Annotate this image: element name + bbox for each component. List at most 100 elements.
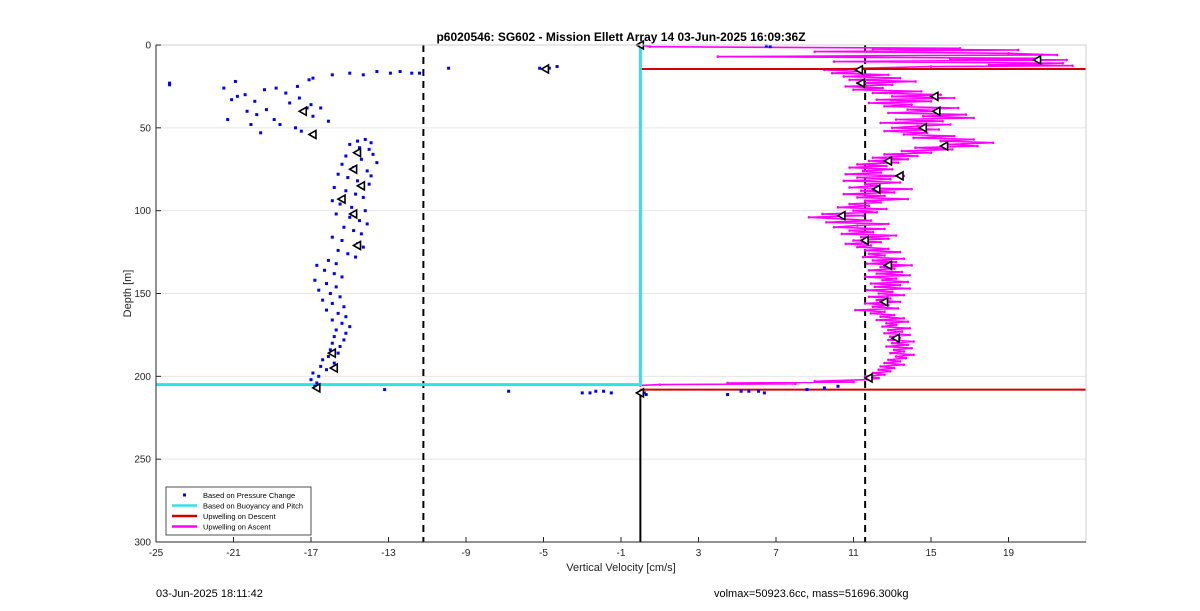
pressure-change-point	[340, 275, 344, 279]
pressure-change-point	[235, 94, 239, 98]
legend-swatch	[183, 493, 186, 497]
pressure-change-point	[309, 103, 313, 107]
pressure-change-point	[344, 331, 348, 335]
upwelling-ascent-point	[902, 317, 906, 320]
upwelling-ascent-point	[883, 310, 886, 314]
pressure-change-point	[354, 192, 358, 196]
pressure-change-point	[768, 45, 772, 49]
pressure-change-point	[326, 354, 330, 358]
pressure-change-point	[259, 131, 263, 135]
upwelling-ascent-point	[892, 267, 896, 270]
upwelling-ascent-point	[842, 192, 846, 196]
pressure-change-point	[344, 189, 348, 193]
upwelling-ascent-point	[648, 45, 652, 48]
upwelling-ascent-point	[856, 196, 859, 199]
legend-label: Upwelling on Descent	[203, 512, 276, 521]
upwelling-ascent-point	[900, 149, 904, 153]
pressure-change-point	[311, 371, 315, 375]
upwelling-ascent-point	[871, 259, 875, 262]
upwelling-ascent-point	[794, 382, 797, 386]
upwelling-ascent-point	[904, 356, 908, 360]
pressure-change-point	[168, 81, 172, 85]
pressure-change-point	[230, 98, 234, 102]
x-tick-label: -1	[617, 548, 626, 559]
pressure-change-point	[299, 129, 303, 133]
pressure-change-point	[594, 389, 598, 393]
pressure-change-point	[375, 161, 379, 165]
upwelling-ascent-point	[883, 104, 886, 108]
upwelling-ascent-point	[863, 249, 867, 252]
upwelling-ascent-point	[854, 308, 857, 312]
pressure-change-point	[222, 86, 226, 90]
upwelling-ascent-point	[813, 50, 817, 53]
upwelling-ascent-point	[869, 312, 873, 315]
pressure-change-point	[363, 209, 367, 213]
upwelling-ascent-point	[883, 194, 886, 198]
pressure-change-point	[340, 321, 344, 325]
pressure-change-point	[264, 108, 268, 112]
upwelling-ascent-point	[863, 275, 867, 279]
upwelling-ascent-point	[892, 366, 896, 370]
y-tick-label: 300	[134, 538, 151, 549]
upwelling-ascent-point	[1016, 48, 1020, 52]
upwelling-ascent-point	[949, 123, 952, 126]
upwelling-ascent-point	[906, 343, 910, 347]
ascent-marker	[859, 235, 869, 246]
pressure-change-point	[383, 388, 387, 392]
pressure-change-point	[340, 162, 344, 166]
upwelling-ascent-point	[879, 240, 882, 244]
upwelling-ascent-point	[856, 245, 859, 249]
upwelling-ascent-point	[875, 98, 879, 101]
pressure-change-point	[418, 71, 421, 75]
upwelling-ascent-point	[889, 297, 892, 300]
pressure-change-point	[338, 345, 342, 349]
upwelling-ascent-point	[894, 355, 898, 358]
upwelling-ascent-point	[859, 189, 863, 193]
upwelling-ascent-point	[863, 182, 867, 186]
pressure-change-point	[249, 123, 253, 127]
ascent-marker	[871, 183, 881, 195]
upwelling-ascent-point	[883, 254, 886, 257]
descent-marker	[539, 63, 550, 75]
upwelling-ascent-point	[852, 88, 855, 92]
upwelling-ascent-point	[908, 333, 911, 337]
pressure-change-point	[555, 65, 559, 69]
x-tick-label: 15	[925, 548, 937, 559]
y-axis-label: Depth [m]	[122, 270, 134, 318]
upwelling-ascent-point	[867, 204, 871, 207]
pressure-change-point	[309, 378, 313, 382]
upwelling-ascent-point	[848, 229, 851, 232]
upwelling-ascent-point	[937, 128, 941, 131]
upwelling-ascent-point	[716, 55, 720, 58]
upwelling-ascent-point	[852, 209, 855, 212]
pressure-change-point	[344, 315, 348, 319]
upwelling-ascent-point	[885, 345, 888, 348]
pressure-change-point	[359, 157, 363, 161]
descent-marker	[351, 147, 362, 159]
upwelling-ascent-point	[869, 282, 873, 285]
pressure-change-point	[336, 172, 340, 176]
pressure-change-point	[348, 142, 352, 146]
chart-title: p6020546: SG602 - Mission Ellett Array 1…	[436, 30, 805, 44]
pressure-change-point	[375, 70, 379, 74]
pressure-change-point	[233, 79, 237, 83]
upwelling-ascent-point	[861, 169, 865, 173]
pressure-change-point	[278, 123, 282, 127]
upwelling-ascent-point	[894, 277, 898, 280]
descent-marker	[351, 240, 362, 251]
upwelling-ascent-point	[902, 133, 906, 136]
pressure-change-point	[354, 255, 358, 259]
upwelling-ascent-point	[912, 340, 915, 343]
upwelling-ascent-point	[889, 370, 892, 373]
ascent-marker	[863, 372, 873, 384]
upwelling-ascent-point	[859, 235, 863, 239]
upwelling-ascent-point	[898, 250, 902, 254]
upwelling-ascent-point	[875, 318, 879, 322]
upwelling-ascent-point	[885, 322, 888, 325]
upwelling-ascent-point	[865, 262, 869, 265]
upwelling-ascent-point	[871, 305, 875, 309]
pressure-change-point	[284, 91, 288, 95]
upwelling-ascent-point	[848, 202, 851, 206]
pressure-change-point	[346, 176, 350, 180]
